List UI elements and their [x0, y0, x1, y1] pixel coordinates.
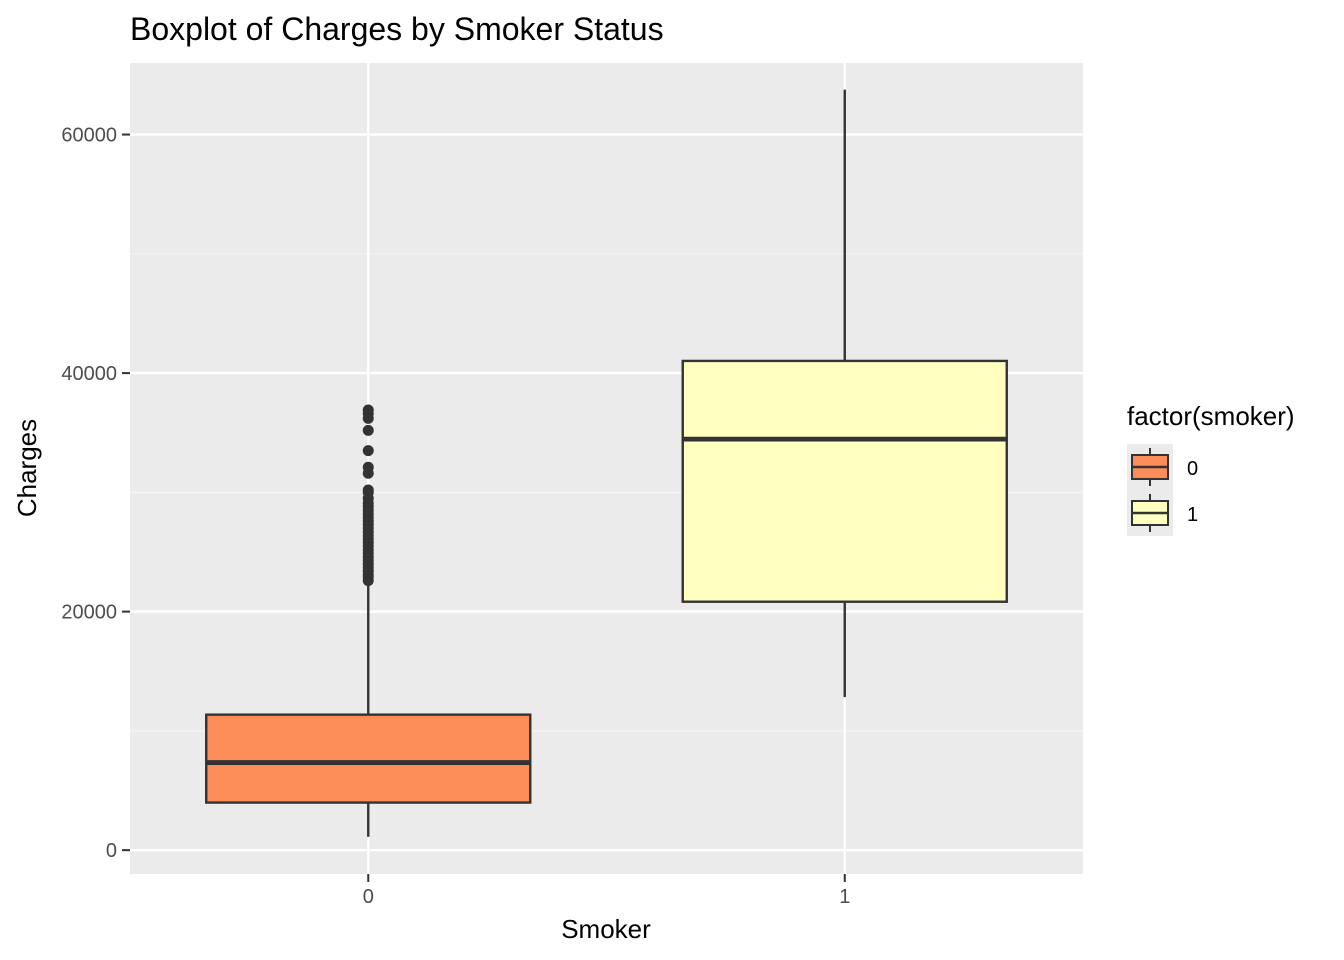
- y-tick-label: 0: [106, 840, 117, 862]
- box-group-0: [205, 404, 532, 837]
- box-group-1: [681, 89, 1008, 698]
- x-axis-title: Smoker: [561, 914, 651, 944]
- outlier-point: [362, 461, 374, 473]
- x-tick-label: 0: [363, 886, 374, 908]
- outlier-point: [362, 424, 374, 436]
- box: [681, 359, 1008, 603]
- outlier-point: [362, 484, 374, 496]
- y-tick-label: 60000: [61, 125, 117, 147]
- outlier-point: [362, 445, 374, 457]
- legend-label: 1: [1187, 504, 1198, 526]
- y-axis: 0 20000 40000 60000: [61, 125, 130, 862]
- y-axis-title: Charges: [12, 419, 42, 517]
- legend-key-0: [1127, 444, 1173, 490]
- box: [205, 713, 532, 804]
- y-tick-label: 20000: [61, 602, 117, 624]
- chart-title: Boxplot of Charges by Smoker Status: [130, 11, 664, 47]
- legend-title: factor(smoker): [1127, 401, 1295, 431]
- x-tick-label: 1: [839, 886, 850, 908]
- legend-key-1: [1127, 490, 1173, 536]
- legend: factor(smoker) 0 1: [1127, 401, 1295, 536]
- boxes: [205, 89, 1008, 837]
- outlier-point: [362, 404, 374, 416]
- legend-label: 0: [1187, 458, 1198, 480]
- y-tick-label: 40000: [61, 363, 117, 385]
